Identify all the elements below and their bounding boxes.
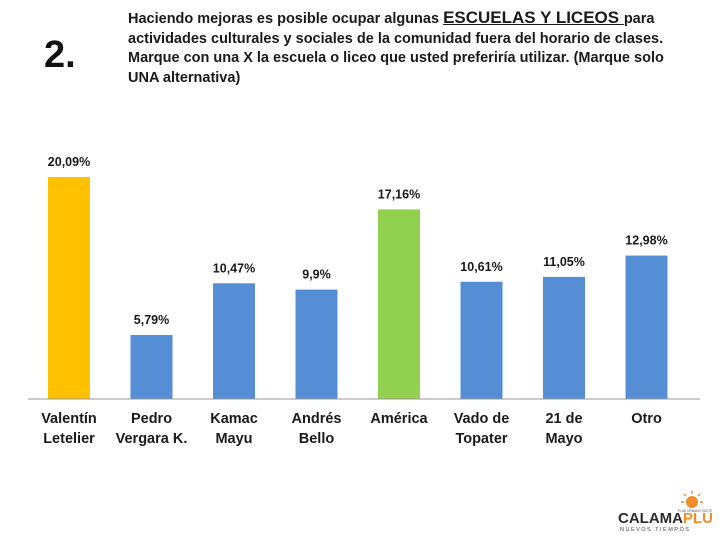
data-label-7: 12,98%: [625, 234, 667, 248]
category-label-2-0: Kamac: [210, 411, 258, 427]
logo-small-text: PLAN URBANO SUSTENTABLE: [678, 509, 712, 513]
logo-sun-icon: [686, 496, 698, 508]
bar-3: [295, 289, 338, 399]
bar-7: [625, 255, 668, 399]
category-labels-group: Valentín Letelier Pedro Vergara K. Kamac Mayu…: [41, 411, 662, 447]
category-label-7-0: Otro: [631, 411, 662, 427]
category-label-1-1: Vergara K.: [116, 431, 188, 447]
logo-tagline: NUEVOS TIEMPOS: [620, 527, 690, 533]
bars-group: [48, 177, 668, 399]
data-label-5: 10,61%: [460, 260, 502, 274]
question-text-part1: Haciendo mejoras es posible ocupar algun…: [128, 11, 444, 27]
calama-plus-logo: PLAN URBANO SUSTENTABLE CALAMAPLUS NUEVO…: [618, 491, 712, 533]
logo-sun-rays-icon: [681, 491, 703, 503]
bar-4: [378, 209, 420, 399]
category-label-4-0: América: [370, 411, 428, 427]
data-label-1: 5,79%: [134, 313, 169, 327]
data-label-3: 9,9%: [302, 268, 331, 282]
data-labels-group: 20,09% 5,79% 10,47% 9,9% 17,16% 10,61% 11,05% 1…: [48, 155, 668, 327]
category-label-0-1: Letelier: [43, 431, 95, 447]
category-label-5-1: Topater: [455, 431, 507, 447]
category-label-2-1: Mayu: [215, 431, 252, 447]
data-label-6: 11,05%: [543, 255, 585, 269]
bar-5: [460, 281, 503, 399]
data-label-2: 10,47%: [213, 261, 255, 275]
category-label-6-1: Mayo: [545, 431, 582, 447]
bar-1: [130, 335, 173, 399]
question-text-part2: para actividades culturales y sociales d…: [128, 11, 664, 86]
bar-6: [543, 276, 585, 399]
logo-wordmark: CALAMAPLUS: [618, 510, 712, 527]
bar-0: [48, 177, 90, 399]
category-label-5-0: Vado de: [454, 411, 510, 427]
question-highlight: ESCUELAS Y LICEOS: [443, 8, 624, 27]
category-label-1-0: Pedro: [131, 411, 172, 427]
category-label-3-0: Andrés: [292, 411, 342, 427]
question-number: 2.: [44, 34, 76, 76]
data-label-4: 17,16%: [378, 187, 420, 201]
data-label-0: 20,09%: [48, 155, 90, 169]
category-label-3-1: Bello: [299, 431, 335, 447]
category-label-0-0: Valentín: [41, 411, 97, 427]
question-text: Haciendo mejoras es posible ocupar algun…: [128, 8, 688, 88]
category-label-6-0: 21 de: [545, 411, 582, 427]
bar-2: [213, 283, 255, 399]
